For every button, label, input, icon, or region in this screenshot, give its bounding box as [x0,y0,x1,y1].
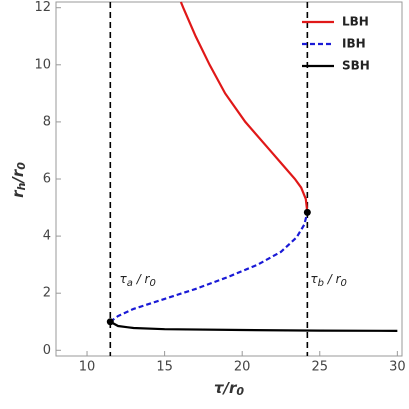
y-tick-label: 4 [43,229,51,244]
legend-label: LBH [342,15,369,29]
series-line [179,1,309,213]
point [303,208,311,216]
annotation-part: 0 [149,278,155,289]
y-axis-label: rh/r0 [9,162,29,198]
annotation-part: 0 [341,278,347,289]
y-tick-label: 6 [43,172,51,187]
x-tick-label: 25 [311,360,328,375]
legend-label: IBH [342,37,366,51]
legend-label: SBH [342,59,370,73]
series-line [109,320,398,332]
x-tick-label: 15 [156,360,173,375]
plot-frame [55,1,403,357]
y-tick-label: 8 [43,114,51,129]
series-line [109,212,309,323]
annotation-part: / r [133,271,151,285]
x-tick-label: 20 [234,360,251,375]
y-tick-label: 10 [34,57,51,72]
x-axis-label: τ/r0 [214,379,244,399]
y-tick-label: 12 [34,0,51,15]
annotation: τb / r0 [310,271,347,289]
annotation-part: a [127,278,133,289]
annotation-part: b [318,278,324,289]
annotation-part: / r [324,271,342,285]
y-tick-label: 2 [43,286,51,301]
y-tick-label: 0 [43,343,51,358]
x-tick-label: 30 [389,360,406,375]
annotation: τa / r0 [120,271,156,289]
annotation-part: τ [310,271,318,285]
annotation-part: τ [120,271,128,285]
point [106,318,114,326]
x-tick-label: 10 [79,360,96,375]
